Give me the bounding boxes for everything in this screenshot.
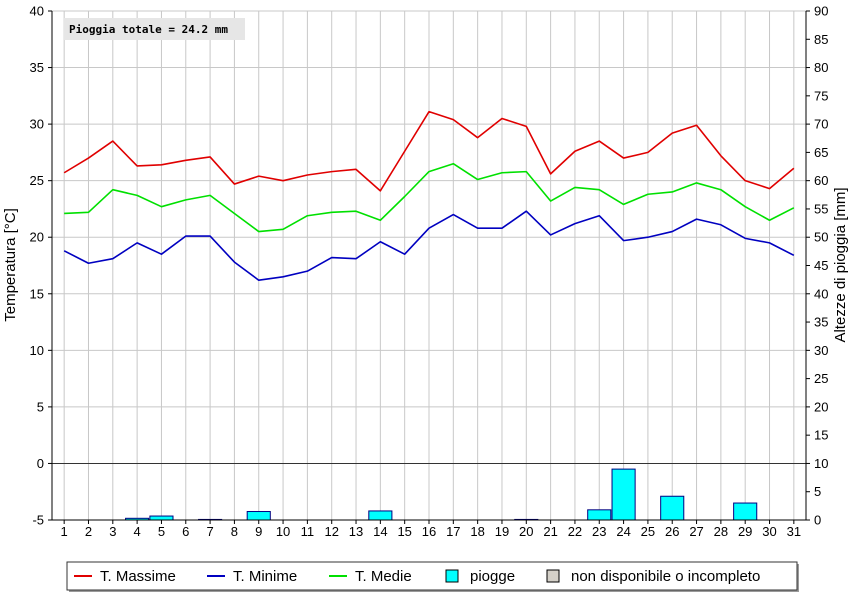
y-right-tick-label: 85 bbox=[814, 32, 828, 47]
rain-bar bbox=[368, 510, 393, 521]
x-tick-label: 21 bbox=[543, 524, 557, 539]
y-right-tick-label: 40 bbox=[814, 286, 828, 301]
x-tick-label: 2 bbox=[85, 524, 92, 539]
y-right-tick-label: 80 bbox=[814, 60, 828, 75]
temperature-lines bbox=[63, 110, 795, 282]
y-right-tick-label: 30 bbox=[814, 343, 828, 358]
y-left-tick-label: 5 bbox=[37, 399, 44, 414]
rain-bar bbox=[611, 468, 636, 521]
series-line-t-medie bbox=[64, 162, 795, 233]
rain-bars bbox=[125, 468, 758, 521]
x-tick-label: 10 bbox=[276, 524, 290, 539]
x-tick-label: 23 bbox=[592, 524, 606, 539]
x-tick-label: 9 bbox=[255, 524, 262, 539]
rain-total-annotation: Pioggia totale = 24.2 mm bbox=[69, 23, 228, 36]
y-right-tick-label: 60 bbox=[814, 173, 828, 188]
axes bbox=[48, 10, 810, 524]
rain-bar bbox=[733, 502, 758, 521]
x-tick-label: 29 bbox=[738, 524, 752, 539]
x-tick-label: 20 bbox=[519, 524, 533, 539]
legend-entry-label: T. Medie bbox=[355, 568, 412, 585]
y-right-tick-label: 90 bbox=[814, 4, 828, 19]
y-left-tick-label: 30 bbox=[30, 117, 44, 132]
legend-swatch-box bbox=[445, 569, 459, 583]
x-tick-label: 25 bbox=[641, 524, 655, 539]
x-tick-label: 11 bbox=[301, 524, 315, 539]
legend-entry-label: non disponibile o incompleto bbox=[571, 568, 760, 585]
y-right-tick-label: 75 bbox=[814, 88, 828, 103]
x-tick-label: 27 bbox=[689, 524, 703, 539]
x-tick-label: 22 bbox=[568, 524, 582, 539]
x-tick-label: 7 bbox=[206, 524, 213, 539]
y-left-tick-label: 15 bbox=[30, 286, 44, 301]
y-left-tick-label: 35 bbox=[30, 60, 44, 75]
y-right-tick-label: 20 bbox=[814, 399, 828, 414]
y-right-tick-label: 35 bbox=[814, 315, 828, 330]
x-tick-label: 8 bbox=[231, 524, 238, 539]
y-right-tick-label: 10 bbox=[814, 456, 828, 471]
y-right-tick-label: 50 bbox=[814, 230, 828, 245]
x-tick-label: 30 bbox=[762, 524, 776, 539]
y-right-tick-label: 55 bbox=[814, 201, 828, 216]
y-left-tick-label: 10 bbox=[30, 343, 44, 358]
y-axis-right-label: Altezze di pioggia [mm] bbox=[832, 187, 849, 342]
x-tick-label: 5 bbox=[158, 524, 165, 539]
rain-bar bbox=[246, 511, 271, 521]
legend-entry-label: T. Massime bbox=[100, 568, 176, 585]
rain-bar bbox=[660, 495, 685, 521]
x-tick-label: 31 bbox=[787, 524, 801, 539]
y-right-tick-label: 5 bbox=[814, 484, 821, 499]
y-left-tick-label: -5 bbox=[32, 513, 44, 528]
x-tick-label: 16 bbox=[422, 524, 436, 539]
x-tick-label: 19 bbox=[495, 524, 509, 539]
rain-bar bbox=[587, 509, 612, 521]
x-tick-label: 26 bbox=[665, 524, 679, 539]
y-axis-left-label: Temperatura [°C] bbox=[2, 208, 19, 322]
rain-bar bbox=[149, 515, 174, 521]
x-tick-label: 18 bbox=[470, 524, 484, 539]
y-left-tick-label: 40 bbox=[30, 4, 44, 19]
tick-labels: -505101520253035400510152025303540455055… bbox=[30, 4, 829, 540]
legend-box bbox=[66, 561, 798, 591]
y-right-tick-label: 70 bbox=[814, 117, 828, 132]
y-left-tick-label: 0 bbox=[37, 456, 44, 471]
y-right-tick-label: 15 bbox=[814, 428, 828, 443]
y-left-tick-label: 25 bbox=[30, 173, 44, 188]
series-line-t-minime bbox=[63, 210, 795, 282]
y-left-tick-label: 20 bbox=[30, 230, 44, 245]
x-tick-label: 1 bbox=[61, 524, 68, 539]
x-tick-label: 15 bbox=[397, 524, 411, 539]
x-tick-label: 3 bbox=[109, 524, 116, 539]
y-right-tick-label: 65 bbox=[814, 145, 828, 160]
x-tick-label: 17 bbox=[446, 524, 460, 539]
x-tick-label: 6 bbox=[182, 524, 189, 539]
x-tick-label: 4 bbox=[134, 524, 141, 539]
grid bbox=[52, 10, 806, 521]
x-tick-label: 12 bbox=[324, 524, 338, 539]
legend: T. Massime T. Minime T. Medie piogge non dis… bbox=[66, 561, 799, 592]
y-right-tick-label: 45 bbox=[814, 258, 828, 273]
x-tick-label: 28 bbox=[714, 524, 728, 539]
y-right-tick-label: 25 bbox=[814, 371, 828, 386]
y-right-tick-label: 0 bbox=[814, 513, 821, 528]
x-tick-label: 14 bbox=[373, 524, 387, 539]
legend-entry-label: piogge bbox=[470, 568, 515, 585]
legend-entry-label: T. Minime bbox=[233, 568, 297, 585]
x-tick-label: 24 bbox=[616, 524, 630, 539]
annotation-box: Pioggia totale = 24.2 mm bbox=[64, 18, 245, 40]
legend-swatch-box bbox=[546, 569, 560, 583]
x-tick-label: 13 bbox=[349, 524, 363, 539]
series-line-t-massime bbox=[63, 110, 795, 192]
